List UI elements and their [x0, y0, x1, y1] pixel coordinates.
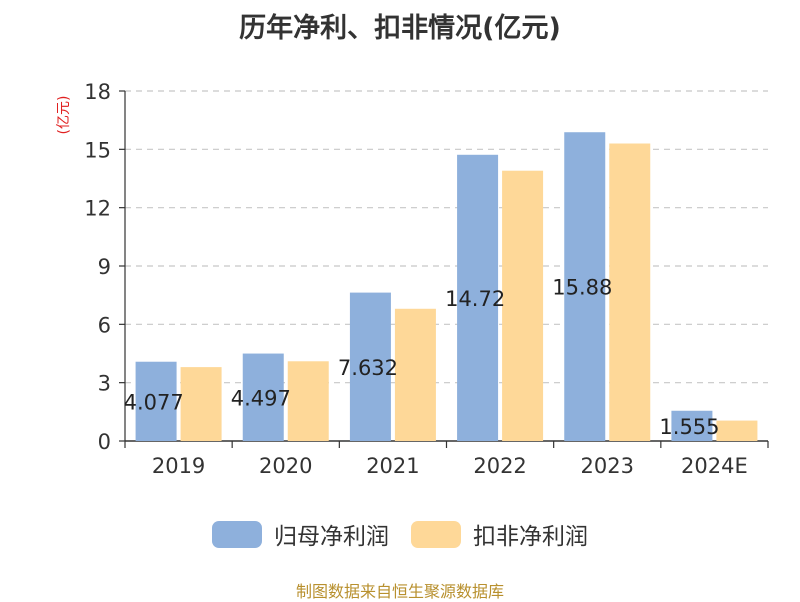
x-tick-label: 2023	[581, 454, 634, 478]
bar-series-2	[180, 367, 222, 441]
bar-series-1	[349, 292, 391, 441]
x-tick-label: 2024E	[681, 454, 748, 478]
legend: 归母净利润 扣非净利润	[0, 517, 800, 551]
bar-series-2	[394, 308, 436, 441]
legend-label-series-2: 扣非净利润	[473, 524, 588, 550]
data-source-note: 制图数据来自恒生聚源数据库	[295, 582, 504, 601]
legend-item-series-2[interactable]: 扣非净利润	[411, 517, 588, 551]
bar-series-2	[716, 420, 758, 441]
x-tick-label: 2021	[366, 454, 419, 478]
y-tick-label: 0	[98, 430, 111, 454]
y-axis: 0 3 6 9 12 15 18	[84, 80, 126, 454]
data-label: 14.72	[445, 287, 505, 311]
data-labels: 4.077 4.497 7.632 14.72 15.88 1.555	[124, 276, 720, 439]
bar-series-1	[671, 410, 713, 441]
y-tick-label: 6	[98, 313, 111, 337]
legend-label-series-1: 归母净利润	[274, 524, 389, 550]
y-tick-label: 15	[84, 138, 111, 162]
x-tick-label: 2019	[152, 454, 205, 478]
bar-series-2	[609, 143, 651, 441]
legend-swatch-series-1	[212, 520, 262, 548]
x-axis: 2019 2020 2021 2022 2023 2024E	[124, 440, 769, 478]
bar-series-1	[242, 353, 284, 441]
bar-series-1	[564, 132, 606, 441]
data-label: 4.497	[231, 386, 291, 410]
legend-item-series-1[interactable]: 归母净利润	[212, 517, 389, 551]
y-tick-label: 18	[84, 80, 111, 104]
chart-title: 历年净利、扣非情况(亿元)	[239, 13, 561, 44]
data-label: 4.077	[124, 390, 184, 414]
bar-series-1	[135, 361, 177, 441]
bar-series-1	[457, 154, 499, 441]
legend-swatch-series-2	[411, 520, 461, 548]
data-label: 7.632	[338, 356, 398, 380]
y-tick-label: 12	[84, 197, 111, 221]
y-tick-label: 9	[98, 255, 111, 279]
y-axis-label: (亿元)	[56, 96, 72, 135]
bar-series-2	[502, 170, 544, 441]
x-tick-label: 2020	[259, 454, 312, 478]
bars	[135, 132, 758, 441]
bar-series-2	[287, 361, 329, 441]
data-label: 15.88	[552, 276, 612, 300]
grid-lines	[125, 90, 768, 384]
data-label: 1.555	[659, 415, 719, 439]
y-tick-label: 3	[98, 372, 111, 396]
x-tick-label: 2022	[473, 454, 526, 478]
